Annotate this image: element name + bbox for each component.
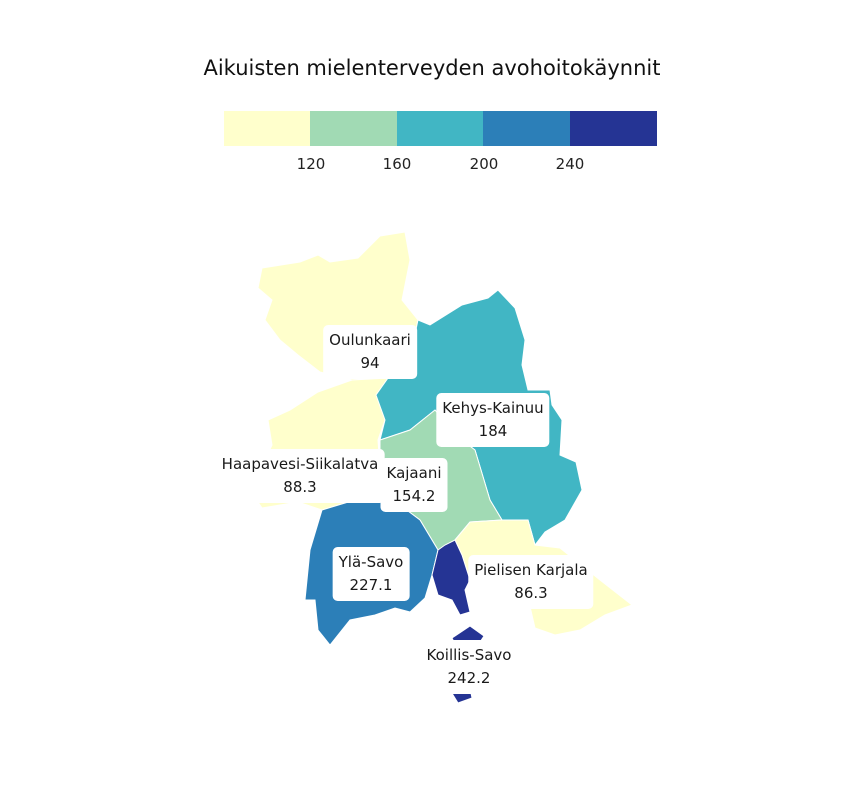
region-name: Kajaani <box>386 464 442 482</box>
region-value: 242.2 <box>447 669 491 687</box>
legend-tick-240: 240 <box>555 155 585 173</box>
region-label-kehys-kainuu: Kehys-Kainuu 184 <box>436 393 550 447</box>
region-name: Koillis-Savo <box>426 646 512 664</box>
legend-tick-160: 160 <box>382 155 412 173</box>
region-value: 227.1 <box>349 576 393 594</box>
region-name: Kehys-Kainuu <box>442 399 544 417</box>
region-value: 154.2 <box>392 487 436 505</box>
map-title: Aikuisten mielenterveyden avohoitokäynni… <box>203 56 661 80</box>
region-label-haapavesi-siikalatva: Haapavesi-Siikalatva 88.3 <box>215 449 385 503</box>
region-label-koillis-savo: Koillis-Savo 242.2 <box>420 640 518 694</box>
legend-bin-1 <box>224 111 311 146</box>
legend-bin-5 <box>570 111 657 146</box>
legend-bin-2 <box>310 111 397 146</box>
legend-bin-4 <box>483 111 570 146</box>
region-value: 94 <box>360 354 380 372</box>
region-label-yla-savo: Ylä-Savo 227.1 <box>332 547 410 601</box>
region-label-pielisen-karjala: Pielisen Karjala 86.3 <box>468 555 594 609</box>
region-label-kajaani: Kajaani 154.2 <box>380 458 448 512</box>
region-value: 88.3 <box>283 478 317 496</box>
region-name: Oulunkaari <box>329 331 411 349</box>
region-value: 184 <box>478 422 508 440</box>
region-name: Haapavesi-Siikalatva <box>221 455 379 473</box>
region-name: Ylä-Savo <box>338 553 404 571</box>
legend-tick-120: 120 <box>296 155 326 173</box>
legend-bin-3 <box>397 111 484 146</box>
region-value: 86.3 <box>514 584 548 602</box>
region-name: Pielisen Karjala <box>474 561 588 579</box>
region-label-oulunkaari: Oulunkaari 94 <box>323 325 417 379</box>
legend-tick-200: 200 <box>469 155 499 173</box>
